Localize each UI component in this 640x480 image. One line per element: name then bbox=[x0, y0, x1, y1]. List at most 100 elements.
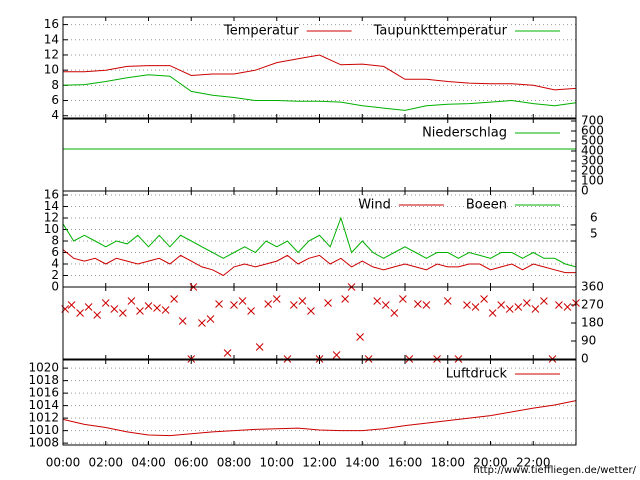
y-tick-label: 0 bbox=[581, 352, 589, 366]
series-line bbox=[62, 74, 577, 111]
x-tick-label: 06:00 bbox=[174, 456, 209, 470]
scatter-point bbox=[356, 333, 364, 341]
scatter-point bbox=[76, 309, 84, 317]
y-tick-label: 1010 bbox=[28, 423, 59, 437]
y-tick-label: 4 bbox=[51, 108, 59, 122]
panel-frame bbox=[62, 286, 577, 360]
scatter-point bbox=[264, 300, 273, 308]
legend-label: Niederschlag bbox=[422, 126, 507, 141]
scatter-point bbox=[127, 297, 136, 305]
scatter-point bbox=[230, 301, 238, 309]
legend-label: Boeen bbox=[466, 198, 507, 213]
x-tick-label: 10:00 bbox=[259, 456, 294, 470]
legend-label: Luftdruck bbox=[446, 367, 508, 382]
y-tick-label: 400 bbox=[581, 144, 604, 158]
scatter-point bbox=[381, 301, 390, 309]
x-tick-label: 04:00 bbox=[131, 456, 166, 470]
x-tick-label: 16:00 bbox=[388, 456, 423, 470]
y-tick-label: 10 bbox=[44, 222, 59, 236]
scatter-point bbox=[390, 309, 399, 317]
legend-label: Temperatur bbox=[223, 24, 299, 39]
y-tick-label: 90 bbox=[581, 334, 596, 348]
scatter-point bbox=[531, 305, 540, 313]
scatter-point bbox=[101, 299, 110, 307]
x-tick-label: 08:00 bbox=[217, 456, 252, 470]
scatter-point bbox=[471, 303, 480, 311]
scatter-point bbox=[373, 297, 382, 305]
scatter-point bbox=[298, 297, 307, 305]
scatter-point bbox=[247, 307, 255, 315]
legend-label: Taupunkttemperatur bbox=[373, 24, 508, 39]
scatter-point bbox=[540, 297, 548, 305]
y-tick-label: 1014 bbox=[28, 398, 59, 412]
scatter-point bbox=[289, 301, 298, 309]
series-line bbox=[63, 54, 577, 91]
y-tick-label: 8 bbox=[51, 78, 59, 92]
y-tick-label: 16 bbox=[44, 17, 59, 31]
y-tick-label: 14 bbox=[44, 199, 59, 213]
footer-url: http://www.tieffliegen.de/wetter/ bbox=[473, 465, 636, 476]
y-tick-label: 0 bbox=[51, 280, 59, 294]
scatter-point bbox=[324, 299, 332, 307]
x-tick-label: 20:00 bbox=[473, 456, 508, 470]
panel-frame bbox=[62, 359, 577, 446]
y-tick-label: 10 bbox=[44, 63, 59, 77]
y-tick-label: 2 bbox=[51, 268, 59, 282]
scatter-point bbox=[497, 301, 506, 309]
scatter-point bbox=[153, 304, 161, 312]
scatter-point bbox=[505, 305, 514, 313]
x-tick-label: 22:00 bbox=[516, 456, 551, 470]
y-tick-label: 8 bbox=[51, 234, 59, 248]
scatter-point bbox=[463, 301, 471, 309]
series-line bbox=[62, 216, 577, 268]
scatter-point bbox=[332, 351, 341, 359]
x-tick-label: 18:00 bbox=[430, 456, 465, 470]
scatter-point bbox=[223, 349, 232, 357]
panel-frame bbox=[62, 16, 577, 119]
series-line bbox=[62, 249, 576, 277]
y2-tick-label: 5 bbox=[590, 227, 598, 241]
scatter-point bbox=[215, 300, 223, 308]
y-tick-label: 600 bbox=[581, 124, 604, 138]
scatter-point bbox=[443, 297, 452, 305]
y-tick-label: 500 bbox=[581, 134, 604, 148]
scatter-point bbox=[144, 302, 153, 310]
scatter-point bbox=[307, 307, 315, 315]
scatter-point bbox=[67, 301, 76, 309]
x-tick-label: 12:00 bbox=[302, 456, 337, 470]
y-tick-label: 360 bbox=[581, 280, 604, 294]
scatter-point bbox=[136, 307, 144, 315]
y-tick-label: 270 bbox=[581, 298, 604, 312]
y2-tick-label: 6 bbox=[590, 210, 598, 224]
y-tick-label: 100 bbox=[581, 174, 604, 188]
scatter-point bbox=[272, 295, 281, 303]
legend-label: Wind bbox=[358, 198, 391, 213]
x-tick-label: 00:00 bbox=[46, 456, 81, 470]
y-tick-label: 1020 bbox=[28, 361, 59, 375]
scatter-point bbox=[206, 315, 215, 323]
y-tick-label: 14 bbox=[44, 32, 59, 46]
scatter-point bbox=[514, 303, 523, 311]
y-tick-label: 16 bbox=[44, 188, 59, 202]
y-tick-label: 12 bbox=[44, 47, 59, 61]
y-tick-label: 200 bbox=[581, 164, 604, 178]
scatter-point bbox=[118, 309, 127, 317]
scatter-point bbox=[480, 295, 488, 303]
y-tick-label: 1018 bbox=[28, 373, 59, 387]
y-tick-label: 1008 bbox=[28, 436, 59, 450]
y-tick-label: 4 bbox=[51, 257, 59, 271]
series-line bbox=[62, 400, 577, 437]
scatter-point bbox=[422, 301, 431, 309]
scatter-point bbox=[93, 311, 102, 319]
scatter-point bbox=[170, 295, 179, 303]
y-tick-label: 180 bbox=[581, 316, 604, 330]
scatter-point bbox=[84, 303, 93, 311]
y-tick-label: 300 bbox=[581, 154, 604, 168]
scatter-point bbox=[161, 306, 170, 314]
scatter-point bbox=[110, 305, 119, 313]
scatter-point bbox=[555, 301, 563, 309]
x-tick-label: 14:00 bbox=[345, 456, 380, 470]
y-tick-label: 1012 bbox=[28, 411, 59, 425]
